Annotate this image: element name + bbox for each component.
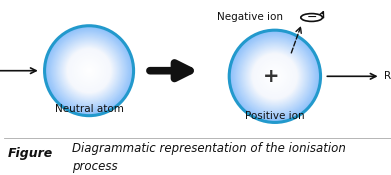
Ellipse shape [251,52,299,101]
Ellipse shape [260,61,290,91]
Ellipse shape [83,64,96,78]
Ellipse shape [81,63,97,79]
Ellipse shape [240,42,309,111]
Ellipse shape [63,45,115,97]
Ellipse shape [49,30,129,111]
Text: Neutral atom: Neutral atom [55,104,124,114]
Ellipse shape [264,65,286,88]
Text: Radiation: Radiation [384,71,391,81]
Ellipse shape [234,35,316,118]
Ellipse shape [58,39,120,102]
Ellipse shape [249,50,301,103]
Ellipse shape [65,46,113,95]
Ellipse shape [261,62,289,90]
Ellipse shape [52,34,126,108]
Ellipse shape [274,75,276,78]
Ellipse shape [59,40,119,101]
Ellipse shape [69,50,109,91]
Ellipse shape [71,53,107,89]
Ellipse shape [242,43,308,110]
Ellipse shape [51,32,127,109]
Ellipse shape [87,68,91,73]
Ellipse shape [270,72,280,81]
Ellipse shape [79,61,99,81]
Ellipse shape [271,73,278,80]
Ellipse shape [237,38,312,114]
Ellipse shape [239,41,310,112]
Ellipse shape [74,55,105,86]
Ellipse shape [236,37,314,116]
Ellipse shape [262,64,287,89]
Ellipse shape [255,57,294,96]
Ellipse shape [47,28,131,113]
Ellipse shape [273,74,277,79]
Ellipse shape [250,51,300,102]
Ellipse shape [244,45,306,107]
Ellipse shape [243,44,307,109]
Ellipse shape [259,60,291,92]
Ellipse shape [268,69,282,83]
Ellipse shape [61,43,117,99]
Ellipse shape [54,35,125,107]
Ellipse shape [266,67,284,86]
Ellipse shape [235,36,315,117]
Ellipse shape [86,67,92,74]
Ellipse shape [80,62,98,80]
Ellipse shape [50,31,128,110]
Ellipse shape [269,71,281,82]
Ellipse shape [60,41,118,100]
Ellipse shape [72,54,106,88]
Ellipse shape [46,27,133,115]
Ellipse shape [68,49,110,92]
Ellipse shape [88,69,90,72]
Ellipse shape [231,32,318,120]
Ellipse shape [66,47,113,94]
Ellipse shape [253,54,297,98]
Ellipse shape [45,26,134,116]
Ellipse shape [75,56,104,85]
Ellipse shape [67,48,111,93]
Ellipse shape [78,60,100,82]
Ellipse shape [254,55,296,97]
Ellipse shape [76,57,102,84]
Ellipse shape [77,58,101,83]
Text: Positive ion: Positive ion [245,111,305,121]
Text: Diagrammatic representation of the ionisation: Diagrammatic representation of the ionis… [72,142,346,155]
Ellipse shape [55,36,124,106]
Ellipse shape [48,29,130,112]
Ellipse shape [246,47,303,105]
Ellipse shape [84,66,93,75]
Ellipse shape [252,53,298,99]
Ellipse shape [84,65,95,76]
Ellipse shape [258,59,292,94]
Ellipse shape [56,37,122,104]
Ellipse shape [267,68,283,84]
Text: −: − [307,11,317,24]
Text: +: + [263,67,279,86]
Ellipse shape [233,34,317,119]
Ellipse shape [229,30,321,122]
Ellipse shape [248,49,302,104]
Ellipse shape [70,52,108,90]
Text: Negative ion: Negative ion [217,12,283,23]
Ellipse shape [238,39,312,113]
Ellipse shape [230,31,319,121]
Ellipse shape [256,58,293,95]
Ellipse shape [62,44,116,98]
Ellipse shape [57,38,121,103]
Text: Figure: Figure [8,147,53,160]
Ellipse shape [265,66,285,87]
Circle shape [301,14,323,21]
Ellipse shape [245,46,305,106]
Text: process: process [72,160,117,173]
